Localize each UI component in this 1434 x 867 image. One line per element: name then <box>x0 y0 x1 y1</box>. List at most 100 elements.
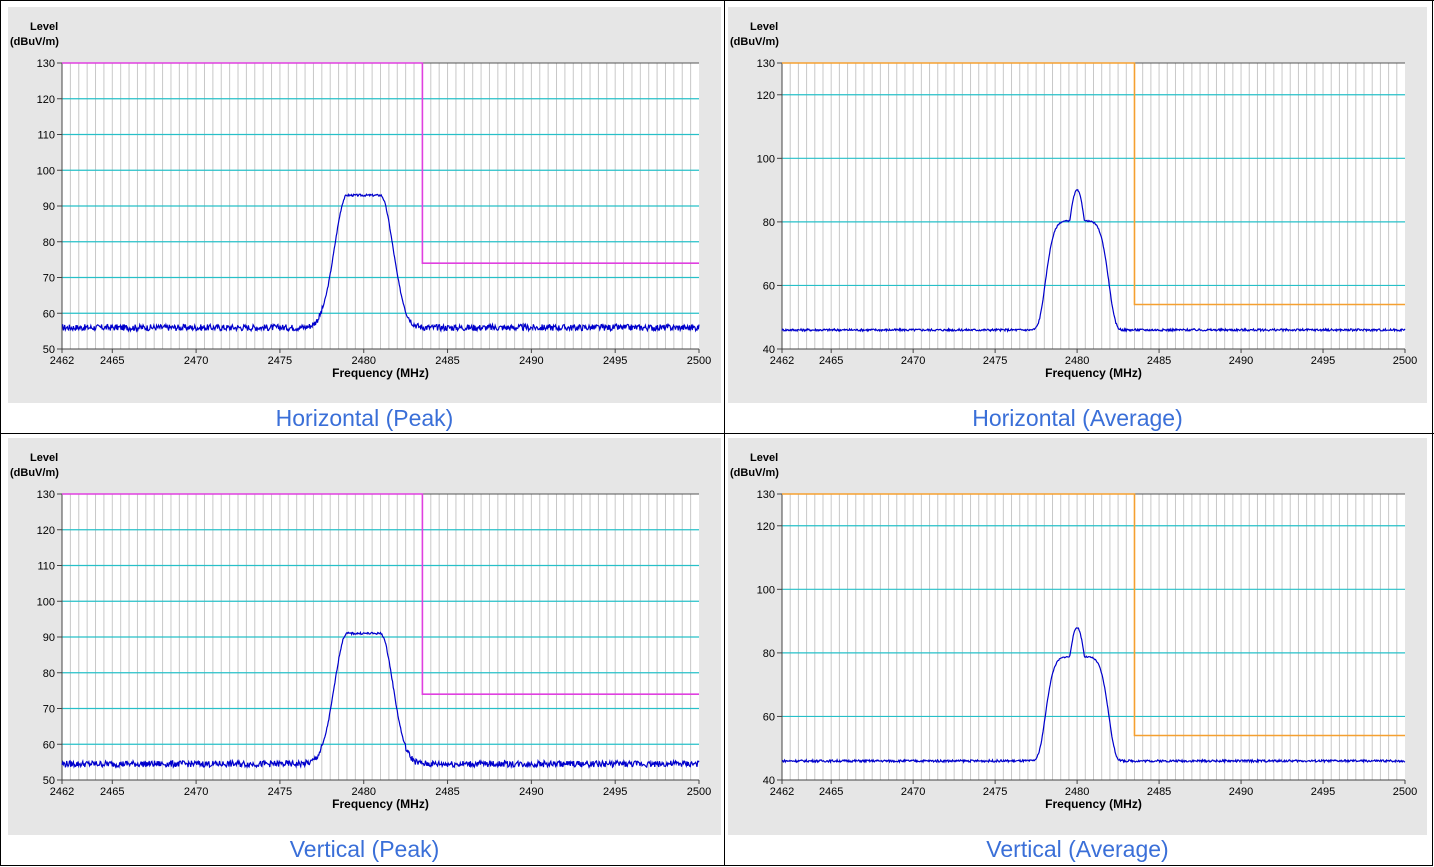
y-tick-label: 60 <box>43 739 55 751</box>
grid-horizontal-divider <box>1 433 1434 434</box>
y-axis-label: Level <box>750 21 778 33</box>
x-tick-label: 2462 <box>770 786 794 798</box>
x-tick-label: 2480 <box>1065 355 1089 367</box>
chart-svg: 50 60 70 80 90 100 110 120 130 2462 2465 2470 2475 24… <box>10 452 711 811</box>
x-tick-label: 2470 <box>901 355 925 367</box>
x-tick-label: 2500 <box>1393 786 1417 798</box>
y-tick-label: 130 <box>757 489 775 501</box>
x-axis-label: Frequency (MHz) <box>1045 366 1142 380</box>
y-tick-label: 80 <box>763 648 775 660</box>
chart-svg: 40 60 80 100 120 130 2462 2465 2470 2475 2480 2485 2… <box>730 21 1417 380</box>
x-tick-label: 2500 <box>1393 355 1417 367</box>
x-tick-label: 2470 <box>901 786 925 798</box>
y-axis-unit-label: (dBuV/m) <box>10 36 59 48</box>
x-tick-label: 2495 <box>1311 355 1335 367</box>
x-tick-label: 2485 <box>435 355 459 367</box>
y-tick-label: 40 <box>763 344 775 356</box>
x-tick-label: 2462 <box>770 355 794 367</box>
x-axis-label: Frequency (MHz) <box>1045 797 1142 811</box>
chart-caption: Vertical (Average) <box>986 836 1169 862</box>
limit-line <box>62 62 699 265</box>
measurement-trace <box>781 188 1406 333</box>
x-tick-label: 2475 <box>983 355 1007 367</box>
x-tick-label: 2470 <box>184 355 208 367</box>
y-axis-unit-label: (dBuV/m) <box>10 467 59 479</box>
y-tick-label: 80 <box>43 668 55 680</box>
y-tick-label: 100 <box>37 165 55 177</box>
y-tick-label: 60 <box>43 308 55 320</box>
y-tick-label: 40 <box>763 775 775 787</box>
x-tick-label: 2490 <box>1229 355 1253 367</box>
x-tick-label: 2480 <box>351 355 375 367</box>
y-tick-label: 120 <box>757 521 775 533</box>
x-tick-label: 2485 <box>1147 786 1171 798</box>
y-axis-label: Level <box>30 452 58 464</box>
y-tick-label: 110 <box>37 561 55 573</box>
x-tick-label: 2475 <box>983 786 1007 798</box>
x-tick-label: 2465 <box>100 355 124 367</box>
chart-svg: 40 60 80 100 120 130 2462 2465 2470 2475 2480 2485 2… <box>730 452 1417 811</box>
y-tick-label: 120 <box>37 94 55 106</box>
y-tick-label: 80 <box>43 237 55 249</box>
y-axis-label: Level <box>750 452 778 464</box>
y-tick-label: 80 <box>763 217 775 229</box>
x-tick-label: 2485 <box>1147 355 1171 367</box>
y-tick-label: 90 <box>43 632 55 644</box>
measurement-trace <box>61 192 700 333</box>
x-tick-label: 2475 <box>268 355 292 367</box>
plot-background: 40 60 80 100 120 130 2462 2465 2470 2475 2480 2485 2… <box>728 438 1427 835</box>
x-tick-label: 2480 <box>1065 786 1089 798</box>
y-tick-label: 50 <box>43 775 55 787</box>
x-tick-label: 2465 <box>100 786 124 798</box>
plot-background: 40 60 80 100 120 130 2462 2465 2470 2475 2480 2485 2… <box>728 7 1427 403</box>
chart-caption: Horizontal (Peak) <box>275 405 454 431</box>
y-tick-label: 130 <box>757 58 775 70</box>
measurement-trace <box>61 630 700 769</box>
y-tick-label: 130 <box>37 489 55 501</box>
chart-svg: 50 60 70 80 90 100 110 120 130 2462 2465 2470 2475 24… <box>10 21 711 380</box>
y-tick-label: 60 <box>763 711 775 723</box>
x-tick-label: 2475 <box>268 786 292 798</box>
x-tick-label: 2495 <box>603 786 627 798</box>
y-tick-label: 120 <box>757 90 775 102</box>
x-axis-label: Frequency (MHz) <box>332 366 429 380</box>
chart-caption: Horizontal (Average) <box>972 405 1183 431</box>
x-tick-label: 2462 <box>50 786 74 798</box>
grid-top-border <box>1 0 1434 1</box>
y-tick-label: 70 <box>43 273 55 285</box>
x-tick-label: 2495 <box>603 355 627 367</box>
y-tick-label: 100 <box>757 584 775 596</box>
x-tick-label: 2480 <box>351 786 375 798</box>
y-tick-label: 60 <box>763 280 775 292</box>
x-tick-label: 2465 <box>819 355 843 367</box>
x-tick-label: 2462 <box>50 355 74 367</box>
horizontal-grid-lines <box>62 529 699 745</box>
horizontal-grid-lines <box>782 94 1405 287</box>
chart-caption: Vertical (Peak) <box>289 836 440 862</box>
y-tick-label: 50 <box>43 344 55 356</box>
plot-background: 50 60 70 80 90 100 110 120 130 2462 2465 2470 2475 24… <box>8 7 721 403</box>
y-tick-label: 110 <box>37 130 55 142</box>
limit-line <box>782 493 1405 737</box>
limit-line <box>62 493 699 696</box>
vertical-grid-lines <box>789 494 1398 780</box>
x-tick-label: 2490 <box>1229 786 1253 798</box>
y-tick-label: 90 <box>43 201 55 213</box>
x-tick-label: 2490 <box>519 355 543 367</box>
x-tick-label: 2495 <box>1311 786 1335 798</box>
horizontal-grid-lines <box>782 525 1405 718</box>
plot-background: 50 60 70 80 90 100 110 120 130 2462 2465 2470 2475 24… <box>8 438 721 835</box>
y-tick-label: 100 <box>37 596 55 608</box>
y-axis-unit-label: (dBuV/m) <box>730 36 779 48</box>
measurement-trace <box>781 627 1406 765</box>
y-tick-label: 130 <box>37 58 55 70</box>
x-tick-label: 2490 <box>519 786 543 798</box>
x-tick-label: 2485 <box>435 786 459 798</box>
limit-line <box>782 62 1405 306</box>
x-axis-label: Frequency (MHz) <box>332 797 429 811</box>
y-tick-label: 120 <box>37 525 55 537</box>
x-tick-label: 2500 <box>687 355 711 367</box>
y-tick-label: 70 <box>43 704 55 716</box>
x-tick-label: 2500 <box>687 786 711 798</box>
